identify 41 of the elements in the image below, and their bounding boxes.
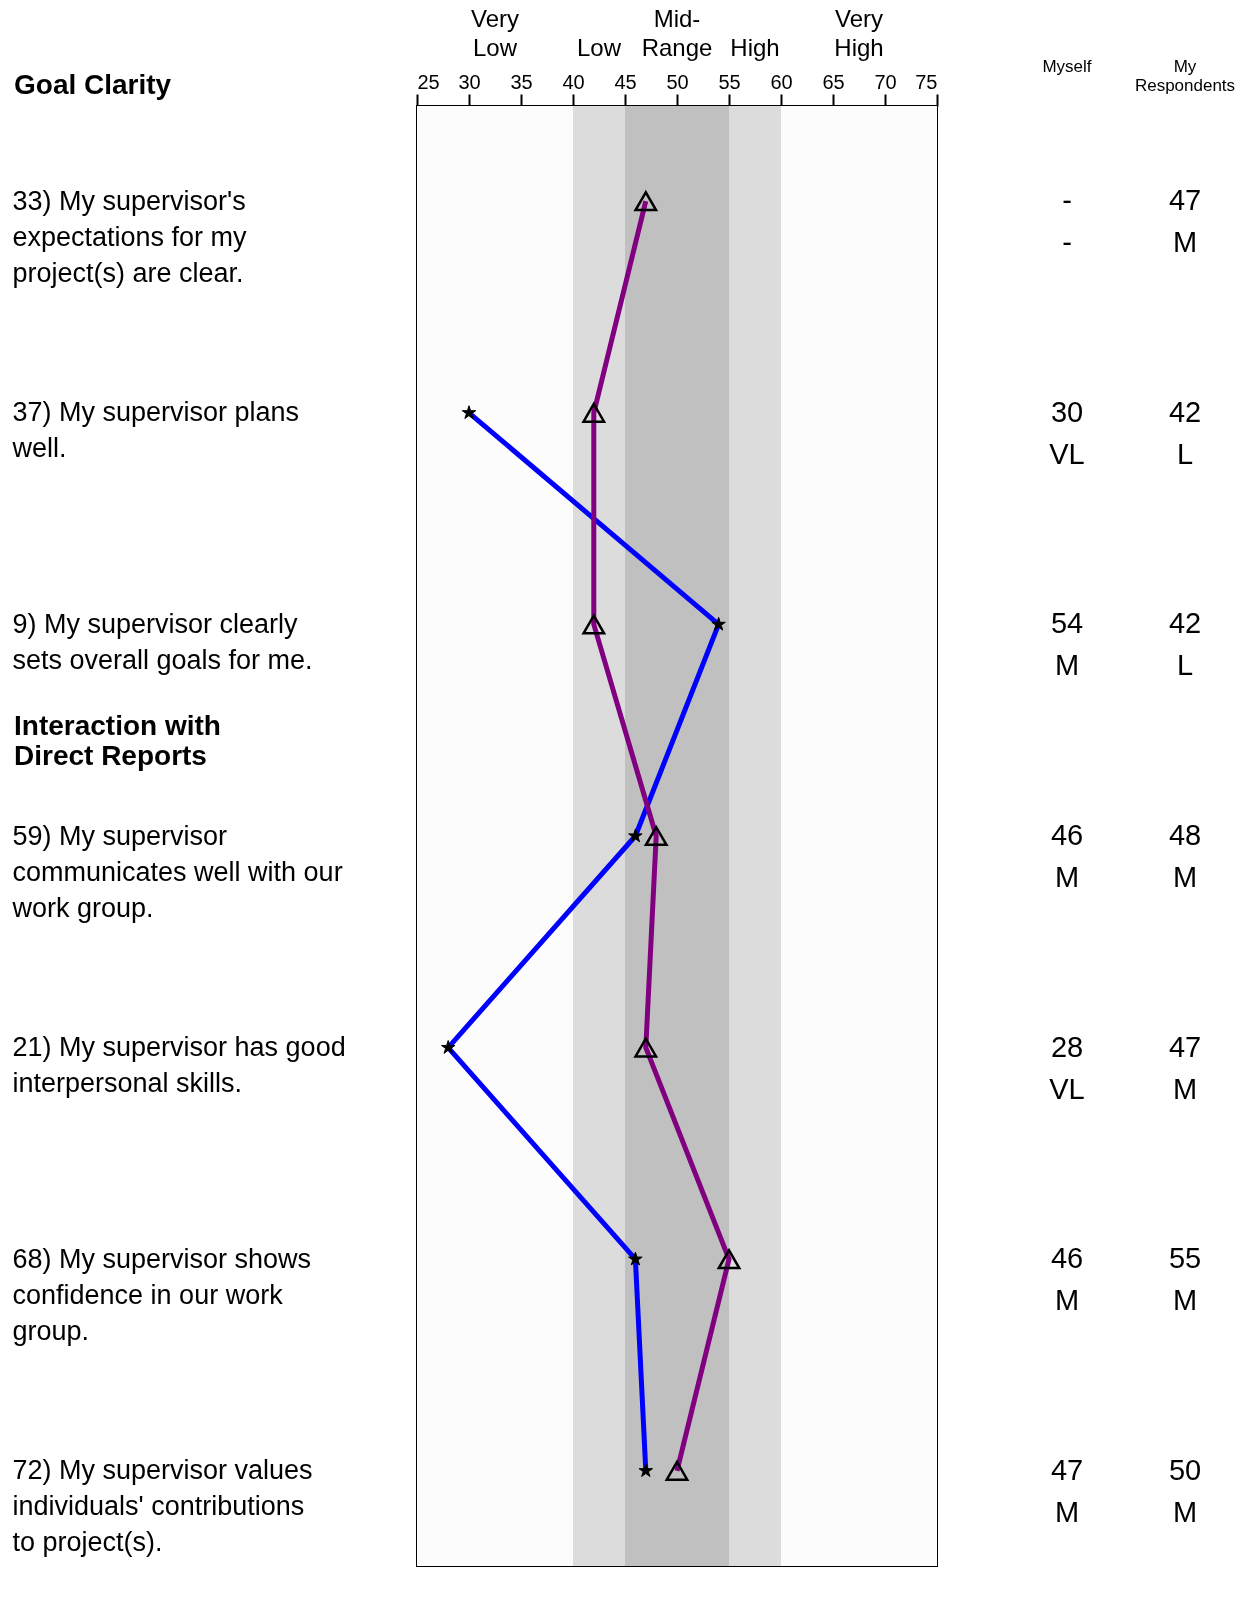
x-tick-label: 55	[718, 70, 741, 93]
band-label: Very High	[834, 5, 884, 61]
data-label: 46 M	[1050, 819, 1084, 893]
x-tick-label: 25	[417, 70, 440, 93]
text: Goal Clarity	[14, 69, 172, 100]
data-label: 47 M	[1168, 1030, 1202, 1105]
x-tick-label: 40	[562, 70, 585, 93]
y-tick-label: 68) My supervisor shows confidence in our work group.	[12, 1243, 312, 1346]
data-label: 48 M	[1168, 819, 1202, 893]
data-label: 46 M	[1050, 1242, 1084, 1317]
data-label: 42 L	[1168, 607, 1202, 682]
data-label: 28 VL	[1049, 1030, 1085, 1105]
text: My Respondents	[1134, 57, 1236, 95]
x-tick-label: 50	[666, 70, 689, 93]
x-tick-label: 45	[614, 70, 637, 93]
data-label: 47 M	[1168, 184, 1202, 259]
x-tick-label: 60	[770, 70, 793, 93]
x-tick-label: 65	[822, 70, 845, 93]
data-label: 47 M	[1050, 1453, 1084, 1528]
y-tick-label: 72) My supervisor values individuals' contributions to project(s).	[12, 1455, 313, 1558]
data-label: 54 M	[1050, 607, 1084, 682]
band-label: Mid-Range	[641, 5, 713, 61]
data-label: 42 L	[1168, 395, 1202, 470]
y-tick-label: 37) My supervisor plans well.	[11, 397, 300, 464]
y-tick-label: 33) My supervisor's expectations for my project(s) are clear.	[12, 185, 248, 288]
y-tick-label: 9) My supervisor clearly sets overall goals for me.	[12, 608, 313, 675]
x-tick-label: 35	[510, 70, 533, 93]
data-label: 30 VL	[1049, 395, 1085, 470]
y-tick-label: 59) My supervisor communicates well with our work group.	[11, 820, 343, 923]
band-label: Very Low	[470, 5, 520, 61]
text: Myself	[1042, 57, 1092, 76]
text: - -	[1062, 184, 1072, 259]
band-label: Low	[576, 34, 622, 61]
data-label: 55 M	[1168, 1242, 1202, 1317]
x-tick-label: 75	[915, 70, 938, 93]
x-tick-label: 30	[458, 70, 481, 93]
text: Interaction with Direct Reports	[14, 710, 221, 771]
band-label: High	[730, 34, 780, 61]
y-tick-label: 21) My supervisor has good interpersonal skills.	[12, 1032, 346, 1099]
x-tick-label: 70	[874, 70, 897, 93]
data-label: 50 M	[1168, 1453, 1202, 1528]
